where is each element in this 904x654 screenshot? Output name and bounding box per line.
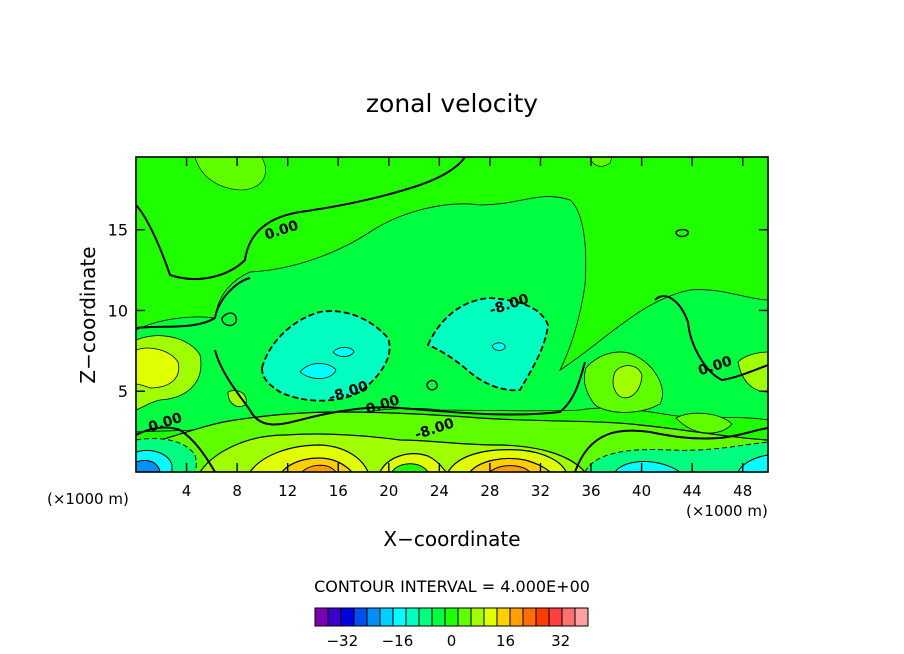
- y-tick-label: 10: [108, 301, 128, 320]
- colorbar-swatch: [483, 607, 498, 627]
- colorbar-swatch: [405, 607, 420, 627]
- colorbar-swatch: [379, 607, 394, 627]
- colorbar-swatch: [327, 607, 342, 627]
- field-patch: [426, 297, 549, 392]
- x-tick-label: 28: [480, 482, 499, 500]
- colorbar-swatch: [535, 607, 550, 627]
- field-patch: [675, 412, 733, 434]
- field-patch: [737, 454, 768, 472]
- x-axis: 4 8 12 16 20 24 28 32 36 40 44 48: [182, 157, 752, 500]
- colorbar-swatch: [366, 607, 381, 627]
- contour-field: [136, 157, 768, 472]
- y-axis-label: Z−coordinate: [76, 246, 100, 383]
- zero-contour: [675, 228, 689, 238]
- colorbar-swatch: [418, 607, 433, 627]
- colorbar-swatch: [353, 607, 368, 627]
- x-tick-label: 20: [379, 482, 398, 500]
- x-tick-label: 48: [733, 482, 752, 500]
- y-tick-label: 5: [118, 382, 128, 401]
- colorbar-swatch: [340, 607, 355, 627]
- colorbar-tick-label: 16: [496, 632, 515, 650]
- zero-contour: [654, 295, 768, 382]
- y-axis: 5 10 15: [108, 221, 768, 401]
- x-tick-label: 32: [531, 482, 550, 500]
- colorbar-ticks: −32 −16 0 16 32: [326, 632, 570, 650]
- x-units-right: (×1000 m): [686, 502, 768, 520]
- x-tick-label: 36: [581, 482, 600, 500]
- colorbar-swatch: [496, 607, 511, 627]
- colorbar-swatch: [574, 607, 589, 627]
- zero-contour: [136, 277, 251, 329]
- field-patch: [261, 310, 391, 402]
- colorbar-swatch: [392, 607, 407, 627]
- field-patch: [491, 342, 506, 351]
- x-units-left: (×1000 m): [47, 490, 129, 508]
- colorbar-swatch: [522, 607, 537, 627]
- field-patch: [612, 365, 643, 399]
- colorbar-swatch: [314, 607, 329, 627]
- colorbar-swatch: [561, 607, 576, 627]
- zero-contour: [214, 349, 586, 426]
- x-tick-label: 4: [182, 482, 192, 500]
- zero-contour: [221, 312, 237, 327]
- x-tick-label: 40: [632, 482, 651, 500]
- zero-contour: [136, 426, 216, 472]
- field-patch: [194, 157, 266, 191]
- colorbar: [314, 607, 589, 627]
- colorbar-swatch: [470, 607, 485, 627]
- colorbar-swatch: [548, 607, 563, 627]
- x-tick-label: 24: [430, 482, 449, 500]
- contour-interval-label: CONTOUR INTERVAL = 4.000E+00: [314, 577, 590, 596]
- field-patch: [136, 347, 180, 389]
- chart-title: zonal velocity: [366, 89, 538, 118]
- field-patch: [136, 459, 161, 472]
- zero-contour: [574, 427, 768, 472]
- zero-contour: [136, 157, 466, 281]
- colorbar-tick-label: 32: [551, 632, 570, 650]
- x-tick-label: 16: [329, 482, 348, 500]
- colorbar-tick-label: −16: [382, 632, 414, 650]
- y-tick-label: 15: [108, 221, 128, 240]
- field-patch: [299, 363, 337, 379]
- x-tick-label: 12: [278, 482, 297, 500]
- x-tick-label: 44: [683, 482, 702, 500]
- zero-contour: [426, 379, 438, 391]
- colorbar-swatch: [457, 607, 472, 627]
- colorbar-swatch: [509, 607, 524, 627]
- x-tick-label: 8: [232, 482, 242, 500]
- colorbar-tick-label: 0: [447, 632, 457, 650]
- colorbar-tick-label: −32: [326, 632, 358, 650]
- plot-frame: [135, 156, 769, 473]
- colorbar-swatch: [431, 607, 446, 627]
- field-patch: [737, 351, 768, 393]
- field-patch: [332, 347, 355, 357]
- x-axis-label: X−coordinate: [383, 527, 520, 551]
- colorbar-swatch: [444, 607, 459, 627]
